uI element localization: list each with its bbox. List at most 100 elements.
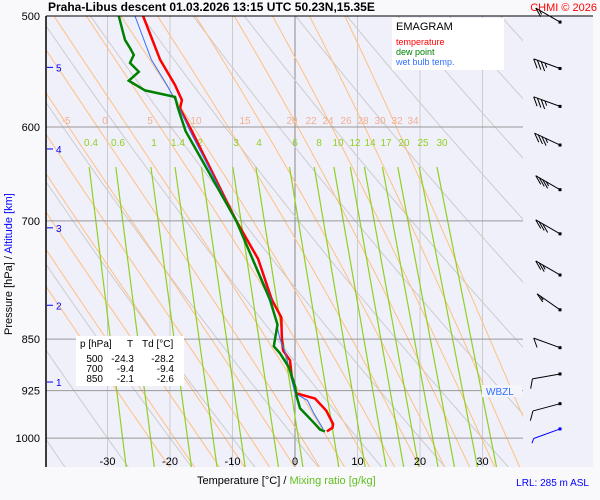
wind-barb-staff [533,96,561,107]
pressure-tick-label: 925 [22,386,40,398]
mixing-ratio-line [313,166,366,467]
plot-background [46,16,593,467]
pressure-tick-label: 850 [22,334,40,346]
legend-title: EMAGRAM [396,21,453,33]
wind-barb-flag [540,61,546,72]
wind-barb-station [558,232,562,236]
mixing-ratio-label: 17 [380,138,392,149]
legend-item: temperature [396,37,445,47]
wind-barb-flag [538,221,545,231]
moist-adiabat [46,211,221,467]
x-axis-label-temperature: Temperature [°C] / [197,475,289,487]
wind-barb-flag [545,181,550,187]
wind-barb-flag [536,60,542,70]
moist-adiabat [120,16,396,467]
theta-e-label: 5 [147,116,153,127]
mixing-ratio-label: 3 [233,138,239,149]
mixing-ratio-line [150,166,193,467]
temperature-tick-label: 20 [414,456,426,468]
wind-barb-station [558,346,562,350]
profile-dew-point [117,15,326,433]
moist-adiabat [53,16,346,467]
dry-adiabat [397,16,523,159]
wind-barb-station [558,143,562,147]
wind-barb-flag [544,100,548,106]
temperature-tick-label: -30 [100,456,116,468]
wind-barb-staff [533,428,561,439]
table-header: p [hPa] [80,339,112,350]
theta-e-label: 20 [286,116,298,127]
table-cell: 850 [86,374,103,385]
table-cell: -2.1 [117,374,135,385]
dry-adiabat [46,101,319,467]
altitude-tick-label: 5 [56,63,62,74]
profile-temperature [141,15,335,433]
lrl-label: LRL: 285 m ASL [516,478,589,489]
wind-barb-flag [540,99,546,110]
dry-adiabat [0,16,2,468]
theta-e-label: 0 [102,116,108,127]
mixing-ratio-line [349,166,405,467]
mixing-ratio-label: 6 [292,138,298,149]
wind-barb-station [558,427,562,431]
wind-barb-station [558,104,562,108]
wind-barb-flag [529,410,534,421]
table-cell: 500 [86,354,103,365]
wbzl-label: WBZL [486,387,514,398]
mixing-ratio-line [333,166,387,467]
table-cell: -9.4 [157,364,175,375]
wind-barb-flag [533,96,538,107]
data-table-box [76,336,184,386]
theta-e-label: -5 [62,116,71,127]
theta-e-label: 34 [407,116,419,127]
temperature-tick-label: -10 [225,456,241,468]
dry-adiabat [46,263,193,467]
mixing-ratio-line [397,166,456,467]
wind-barb-staff [532,403,561,412]
mixing-ratio-line [255,166,304,467]
dry-adiabat [90,16,446,467]
mixing-ratio-line [115,166,155,467]
theta-e-label: 22 [305,116,317,127]
theta-e-label: 24 [322,116,334,127]
mixing-ratio-label: 0.6 [111,138,125,149]
moist-adiabat [46,248,196,467]
table-header: Td [°C] [142,339,173,350]
legend-item: dew point [396,47,435,57]
wind-barb-flag [536,293,544,303]
wind-barb-flag [531,438,535,444]
mixing-ratio-label: 30 [436,138,448,149]
wbzl-box [482,385,522,397]
table-cell: -9.4 [117,364,135,375]
wind-barb-flag [538,177,545,187]
table-header: T [127,339,133,350]
mixing-ratio-label: 1.4 [171,138,185,149]
wind-barb-flag [538,9,543,15]
moist-adiabat [46,48,321,467]
moist-adiabat [309,16,521,467]
wind-barb-flag [533,58,538,69]
dry-adiabat [295,16,523,283]
moist-adiabat [46,92,296,467]
x-axis-label-mixing: Mixing ratio [g/kg] [289,475,375,487]
wind-barb-flag [535,7,542,17]
wind-barb-flag [536,98,542,108]
pressure-tick-label: 700 [22,216,40,228]
mixing-ratio-line [381,166,439,467]
copyright: CHMI © 2026 [530,2,597,14]
moist-adiabat [344,16,523,418]
y-axis-label: Pressure [hPa] / Altitude [km] [3,193,15,335]
wind-barb-flag [542,264,546,270]
wind-barb-staff [532,373,561,380]
dry-adiabat [346,16,523,220]
temperature-tick-label: 0 [292,456,298,468]
wind-barb-flag [544,62,548,68]
wind-barb-station [558,20,562,24]
table-cell: -28.2 [151,354,174,365]
altitude-tick-label: 1 [56,378,62,389]
theta-e-label: 28 [357,116,369,127]
wind-barb-flag [530,378,533,389]
theta-e-label: 15 [239,116,251,127]
